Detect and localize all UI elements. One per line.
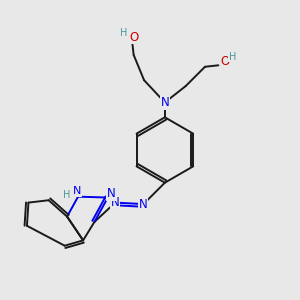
Text: H: H (229, 52, 236, 62)
Text: N: N (139, 198, 148, 211)
Text: N: N (73, 186, 82, 196)
Text: H: H (120, 28, 128, 38)
Text: N: N (111, 196, 120, 209)
Text: N: N (160, 96, 169, 109)
Text: N: N (107, 188, 116, 200)
Text: O: O (220, 55, 230, 68)
Text: O: O (129, 31, 138, 44)
Text: H: H (63, 190, 70, 200)
